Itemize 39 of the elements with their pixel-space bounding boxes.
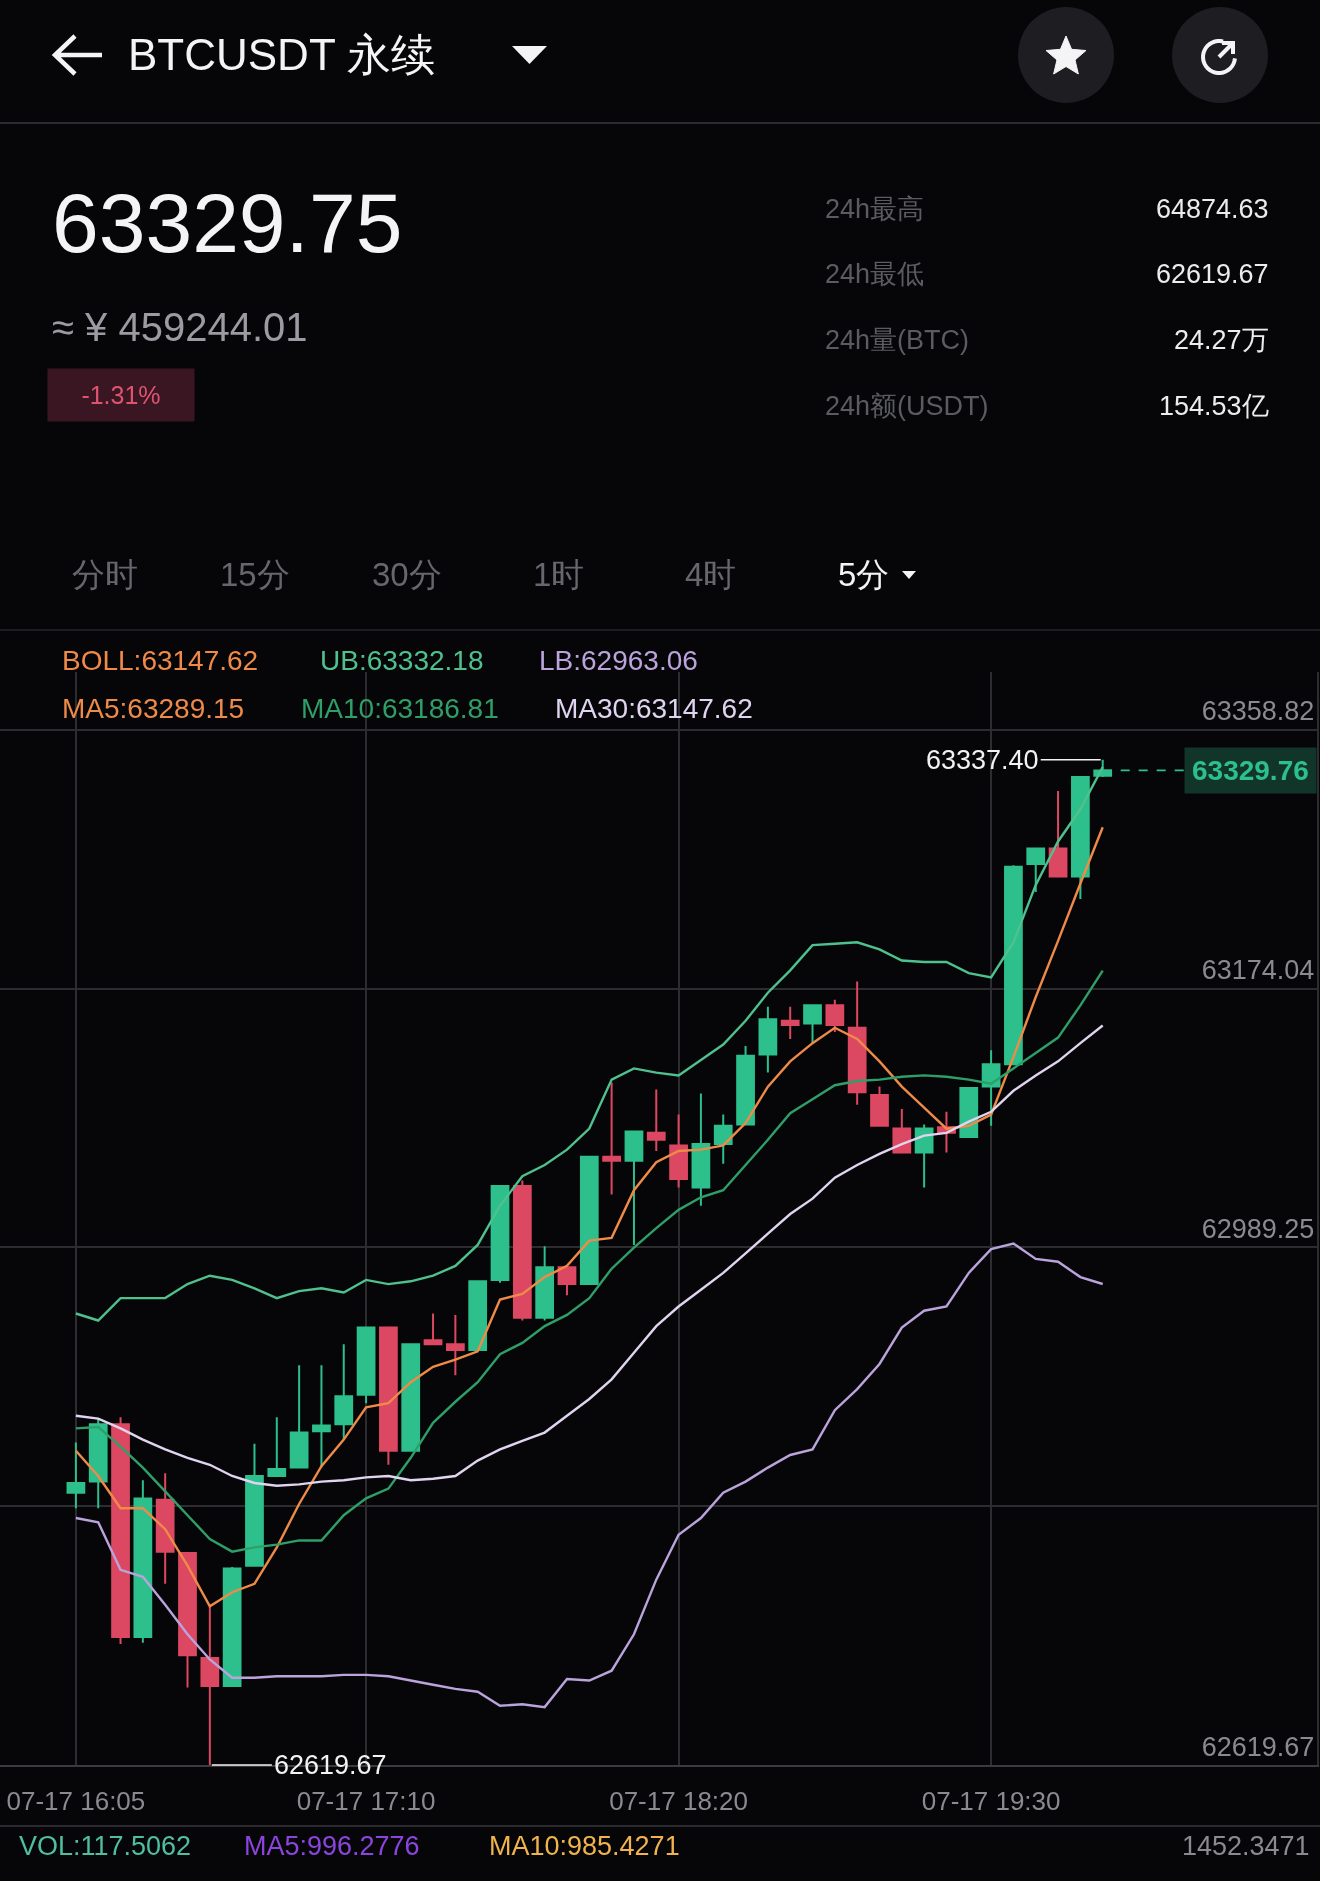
text: LB:62963.06	[539, 645, 698, 676]
text: 24.27万	[1174, 325, 1269, 355]
y-tick-label: 63358.82	[1201, 696, 1315, 727]
text: MA30:63147.62	[555, 693, 753, 724]
text: -1.31%	[81, 381, 161, 409]
text: 4时	[685, 556, 737, 593]
chart-title: BTCUSDT 永续	[128, 30, 436, 80]
x-tick-label: 07-17 17:10	[296, 1786, 436, 1817]
text: 15分	[220, 556, 290, 593]
legend-label: BOLL:63147.62	[62, 645, 259, 676]
text: 30分	[372, 556, 442, 593]
text: 24h量(BTC)	[825, 325, 970, 355]
annotation: 62619.67	[274, 1750, 387, 1780]
text: 62619.67	[1156, 259, 1269, 289]
text: 5分	[838, 556, 890, 593]
y-tick-label: 62989.25	[1201, 1213, 1315, 1244]
text: 63329.75	[52, 176, 403, 270]
text: 24h最高	[825, 194, 925, 224]
y-tick-label: 63174.04	[1201, 955, 1315, 986]
text: 154.53亿	[1159, 391, 1269, 421]
text: 64874.63	[1156, 194, 1269, 224]
text: 分时	[72, 556, 138, 593]
text: MA10:985.4271	[489, 1831, 680, 1861]
annotation: 63337.40	[926, 745, 1039, 775]
text: 1452.3471	[1182, 1831, 1310, 1861]
text: MA5:63289.15	[62, 693, 245, 724]
text: UB:63332.18	[320, 645, 484, 676]
x-tick-label: 07-17 18:20	[609, 1786, 748, 1817]
text: MA5:996.2776	[244, 1831, 420, 1861]
x-tick-label: 07-17 16:05	[6, 1786, 146, 1817]
text: 24h最低	[825, 259, 925, 289]
text: MA10:63186.81	[301, 693, 499, 724]
text: VOL:117.5062	[19, 1831, 192, 1861]
ref-line-label: 63329.76	[1192, 755, 1309, 786]
text: 1时	[533, 556, 585, 593]
x-tick-label: 07-17 19:30	[921, 1786, 1061, 1817]
text: ≈ ¥ 459244.01	[52, 305, 308, 349]
y-tick-label: 62619.67	[1201, 1731, 1315, 1762]
text: 24h额(USDT)	[825, 391, 989, 421]
